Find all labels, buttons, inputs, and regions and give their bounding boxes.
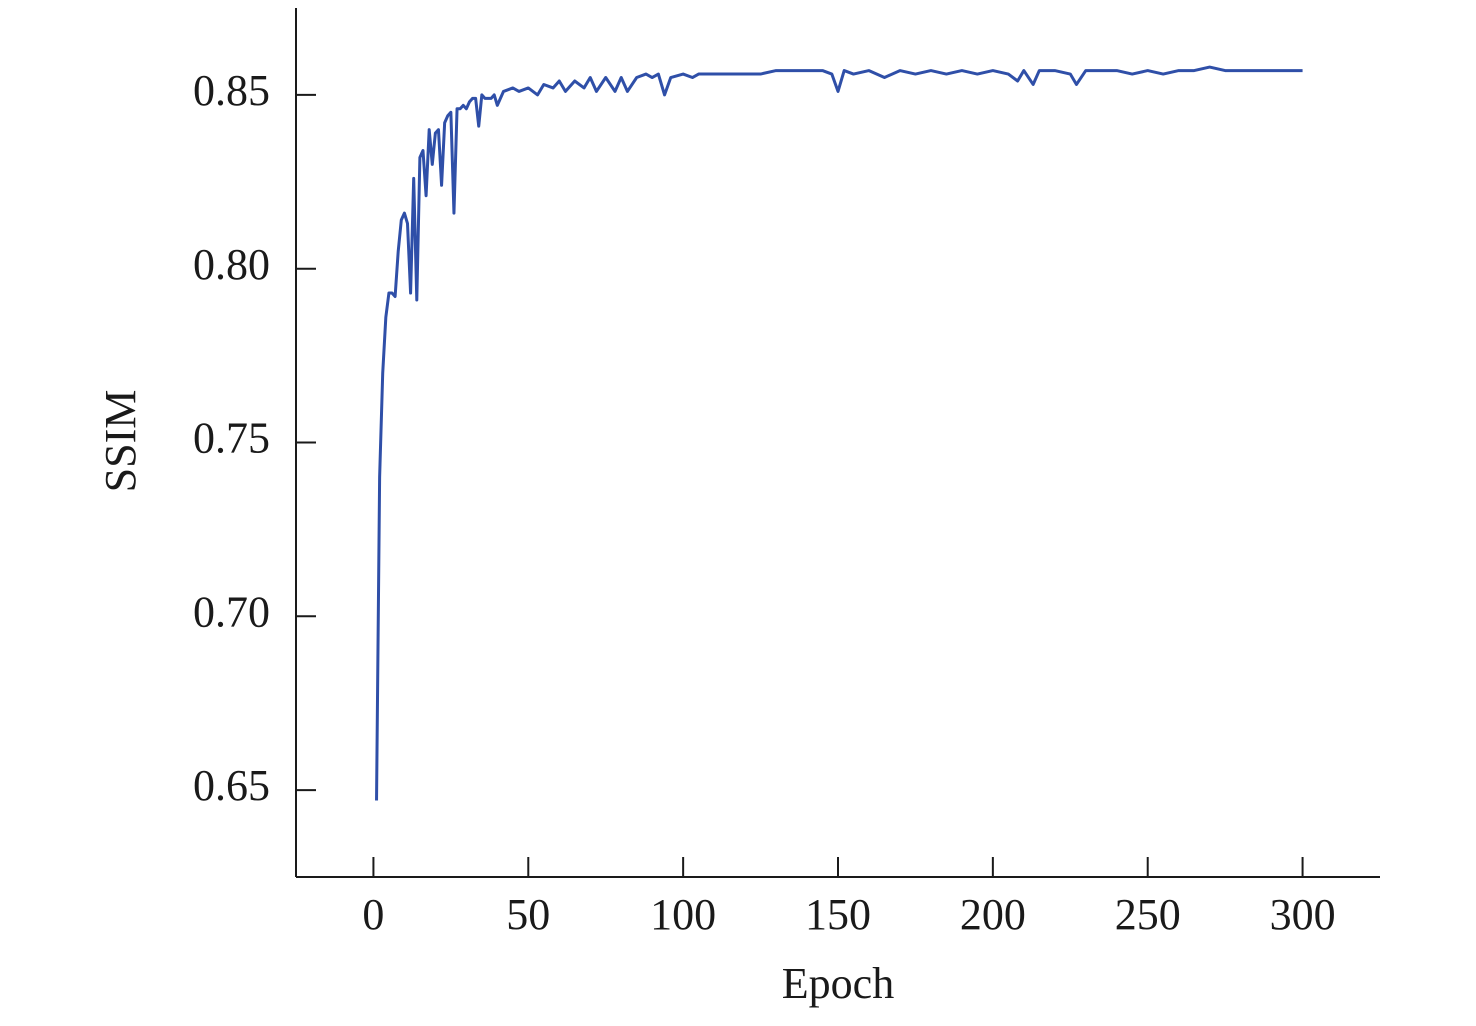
y-axis-label: SSIM (96, 390, 145, 493)
x-tick-label: 150 (805, 890, 871, 939)
data-line (375, 65, 1303, 801)
x-tick-label: 50 (506, 890, 550, 939)
y-tick-label: 0.80 (193, 240, 270, 289)
x-tick-label: 0 (362, 890, 384, 939)
x-tick-label: 250 (1115, 890, 1181, 939)
y-tick-label: 0.85 (193, 66, 270, 115)
x-tick-label: 300 (1270, 890, 1336, 939)
x-tick-label: 100 (650, 890, 716, 939)
y-tick-label: 0.65 (193, 761, 270, 810)
x-axis-label: Epoch (782, 959, 894, 1008)
y-tick-label: 0.75 (193, 414, 270, 463)
y-tick-label: 0.70 (193, 587, 270, 636)
x-tick-label: 200 (960, 890, 1026, 939)
